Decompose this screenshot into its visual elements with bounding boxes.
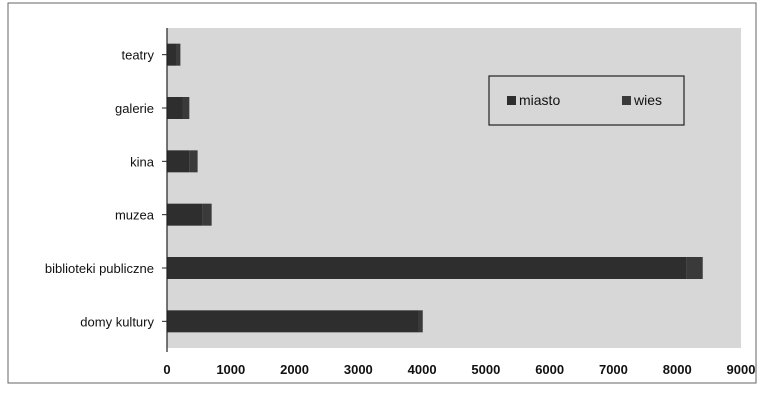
- category-label: kina: [130, 154, 155, 169]
- legend: miasto wies: [488, 75, 685, 126]
- x-tick-label: 3000: [344, 362, 373, 377]
- legend-swatch-miasto: [507, 96, 516, 105]
- x-tick-label: 0: [163, 362, 170, 377]
- category-label: galerie: [115, 101, 154, 116]
- x-tick-label: 1000: [216, 362, 245, 377]
- bar-wies-5: [418, 310, 423, 333]
- legend-label-miasto: miasto: [519, 92, 560, 108]
- bar-wies-2: [189, 150, 198, 173]
- x-tick-label: 9000: [727, 362, 756, 377]
- legend-swatch-wies: [622, 96, 631, 105]
- legend-label-wies: wies: [633, 92, 662, 108]
- y-axis-ticks: teatry galerie kina muzea biblioteki publicz…: [45, 48, 167, 329]
- bar-wies-0: [176, 43, 181, 66]
- x-tick-label: 2000: [280, 362, 309, 377]
- x-axis-ticks: 0 1000 2000 3000 4000 5000 6000 7000 8000 9000: [163, 362, 755, 377]
- bar-miasto-4: [167, 257, 687, 279]
- bar-miasto-3: [167, 203, 203, 226]
- bar-miasto-0: [167, 43, 177, 66]
- x-tick-label: 7000: [599, 362, 628, 377]
- x-tick-label: 6000: [535, 362, 564, 377]
- category-label: biblioteki publiczne: [45, 261, 154, 276]
- bar-wies-1: [182, 97, 190, 119]
- bars-group: [167, 43, 703, 333]
- category-label: domy kultury: [80, 314, 154, 329]
- legend-box: [488, 75, 685, 126]
- bar-wies-3: [202, 203, 212, 226]
- bar-wies-4: [686, 257, 703, 279]
- bar-miasto-5: [167, 310, 419, 333]
- category-label: teatry: [121, 48, 154, 63]
- x-tick-label: 5000: [471, 362, 500, 377]
- x-tick-label: 8000: [663, 362, 692, 377]
- bar-miasto-1: [167, 97, 183, 119]
- bar-miasto-2: [167, 150, 190, 173]
- category-label: muzea: [115, 208, 155, 223]
- x-tick-label: 4000: [408, 362, 437, 377]
